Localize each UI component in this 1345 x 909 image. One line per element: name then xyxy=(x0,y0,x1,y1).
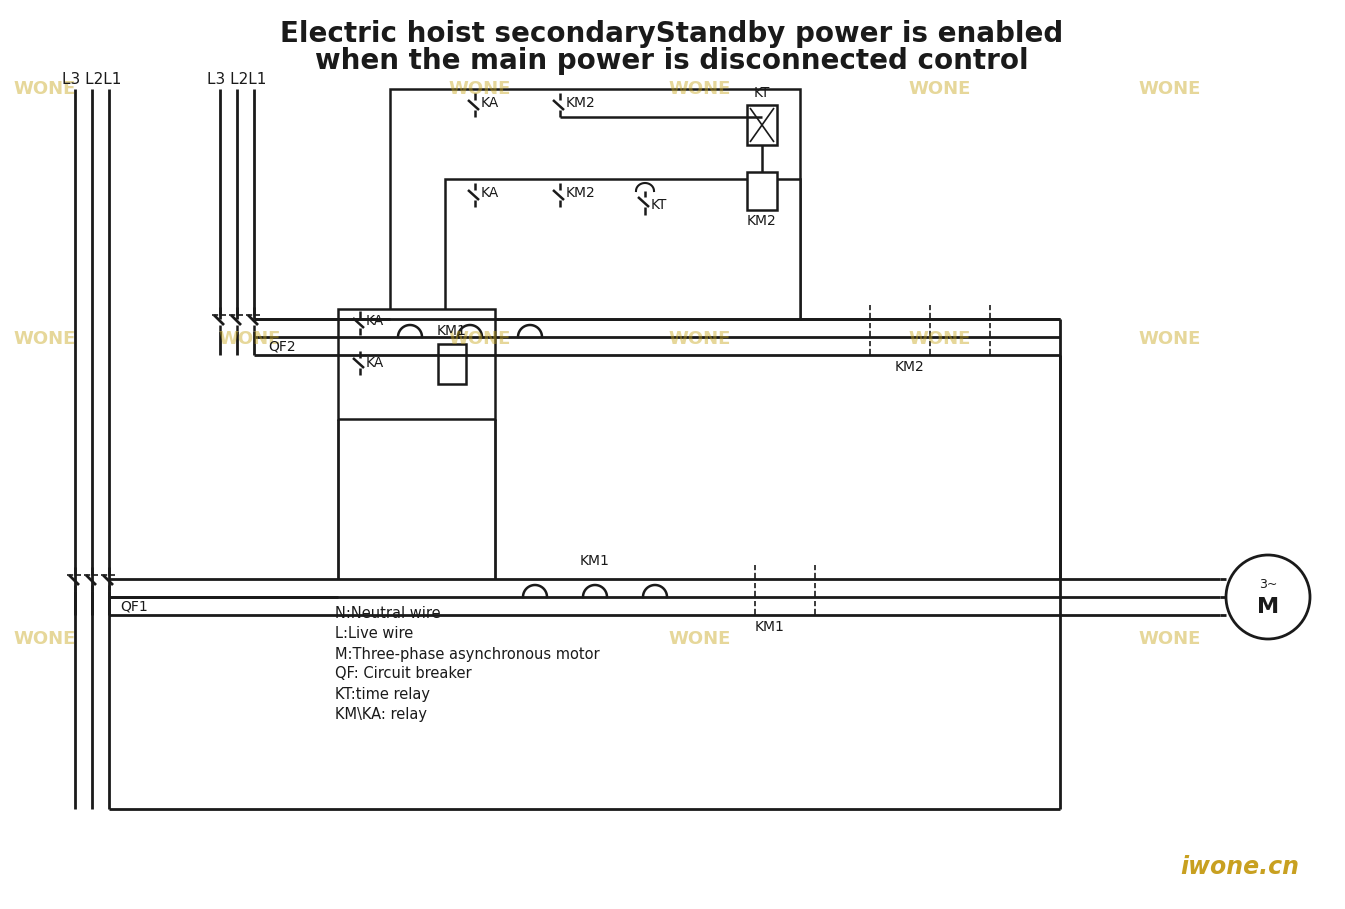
Text: WONE: WONE xyxy=(13,80,77,98)
Text: when the main power is disconnected control: when the main power is disconnected cont… xyxy=(315,47,1029,75)
Bar xyxy=(438,344,465,384)
Text: KA: KA xyxy=(366,314,385,328)
Bar xyxy=(390,89,800,319)
Text: KA: KA xyxy=(482,96,499,110)
Text: L3 L2L1: L3 L2L1 xyxy=(207,72,266,86)
Text: WONE: WONE xyxy=(909,80,971,98)
Text: WONE: WONE xyxy=(668,80,732,98)
Text: KM2: KM2 xyxy=(566,186,596,200)
Text: WONE: WONE xyxy=(1139,80,1201,98)
Bar xyxy=(445,179,800,319)
Text: KM1: KM1 xyxy=(580,554,609,568)
Text: L:Live wire: L:Live wire xyxy=(335,626,413,642)
Text: WONE: WONE xyxy=(449,330,511,348)
Text: WONE: WONE xyxy=(668,630,732,648)
Text: M:Three-phase asynchronous motor: M:Three-phase asynchronous motor xyxy=(335,646,600,662)
Text: WONE: WONE xyxy=(1139,630,1201,648)
Text: KA: KA xyxy=(482,186,499,200)
Bar xyxy=(338,309,495,419)
Text: QF1: QF1 xyxy=(120,599,148,613)
Text: WONE: WONE xyxy=(909,330,971,348)
Text: KM2: KM2 xyxy=(896,360,925,374)
Text: KA: KA xyxy=(366,356,385,370)
Text: KM2: KM2 xyxy=(566,96,596,110)
Text: KM\KA: relay: KM\KA: relay xyxy=(335,706,426,722)
Text: KM1: KM1 xyxy=(755,620,785,634)
Text: L3 L2L1: L3 L2L1 xyxy=(62,72,121,86)
Bar xyxy=(746,172,777,210)
Text: KM1: KM1 xyxy=(437,324,467,338)
Text: WONE: WONE xyxy=(13,330,77,348)
Text: KT: KT xyxy=(753,86,771,100)
Text: N:Neutral wire: N:Neutral wire xyxy=(335,606,441,622)
Text: WONE: WONE xyxy=(13,630,77,648)
Text: QF: Circuit breaker: QF: Circuit breaker xyxy=(335,666,472,682)
Text: Electric hoist secondaryStandby power is enabled: Electric hoist secondaryStandby power is… xyxy=(280,20,1064,48)
Text: QF2: QF2 xyxy=(268,339,296,353)
Bar xyxy=(746,105,777,145)
Text: 3~: 3~ xyxy=(1259,578,1278,592)
Text: M: M xyxy=(1258,597,1279,617)
Text: WONE: WONE xyxy=(1139,330,1201,348)
Text: KT:time relay: KT:time relay xyxy=(335,686,430,702)
Text: WONE: WONE xyxy=(449,80,511,98)
Text: WONE: WONE xyxy=(219,330,281,348)
Text: KT: KT xyxy=(651,198,667,212)
Text: KM2: KM2 xyxy=(746,214,777,228)
Text: WONE: WONE xyxy=(668,330,732,348)
Text: iwone.cn: iwone.cn xyxy=(1181,855,1299,879)
